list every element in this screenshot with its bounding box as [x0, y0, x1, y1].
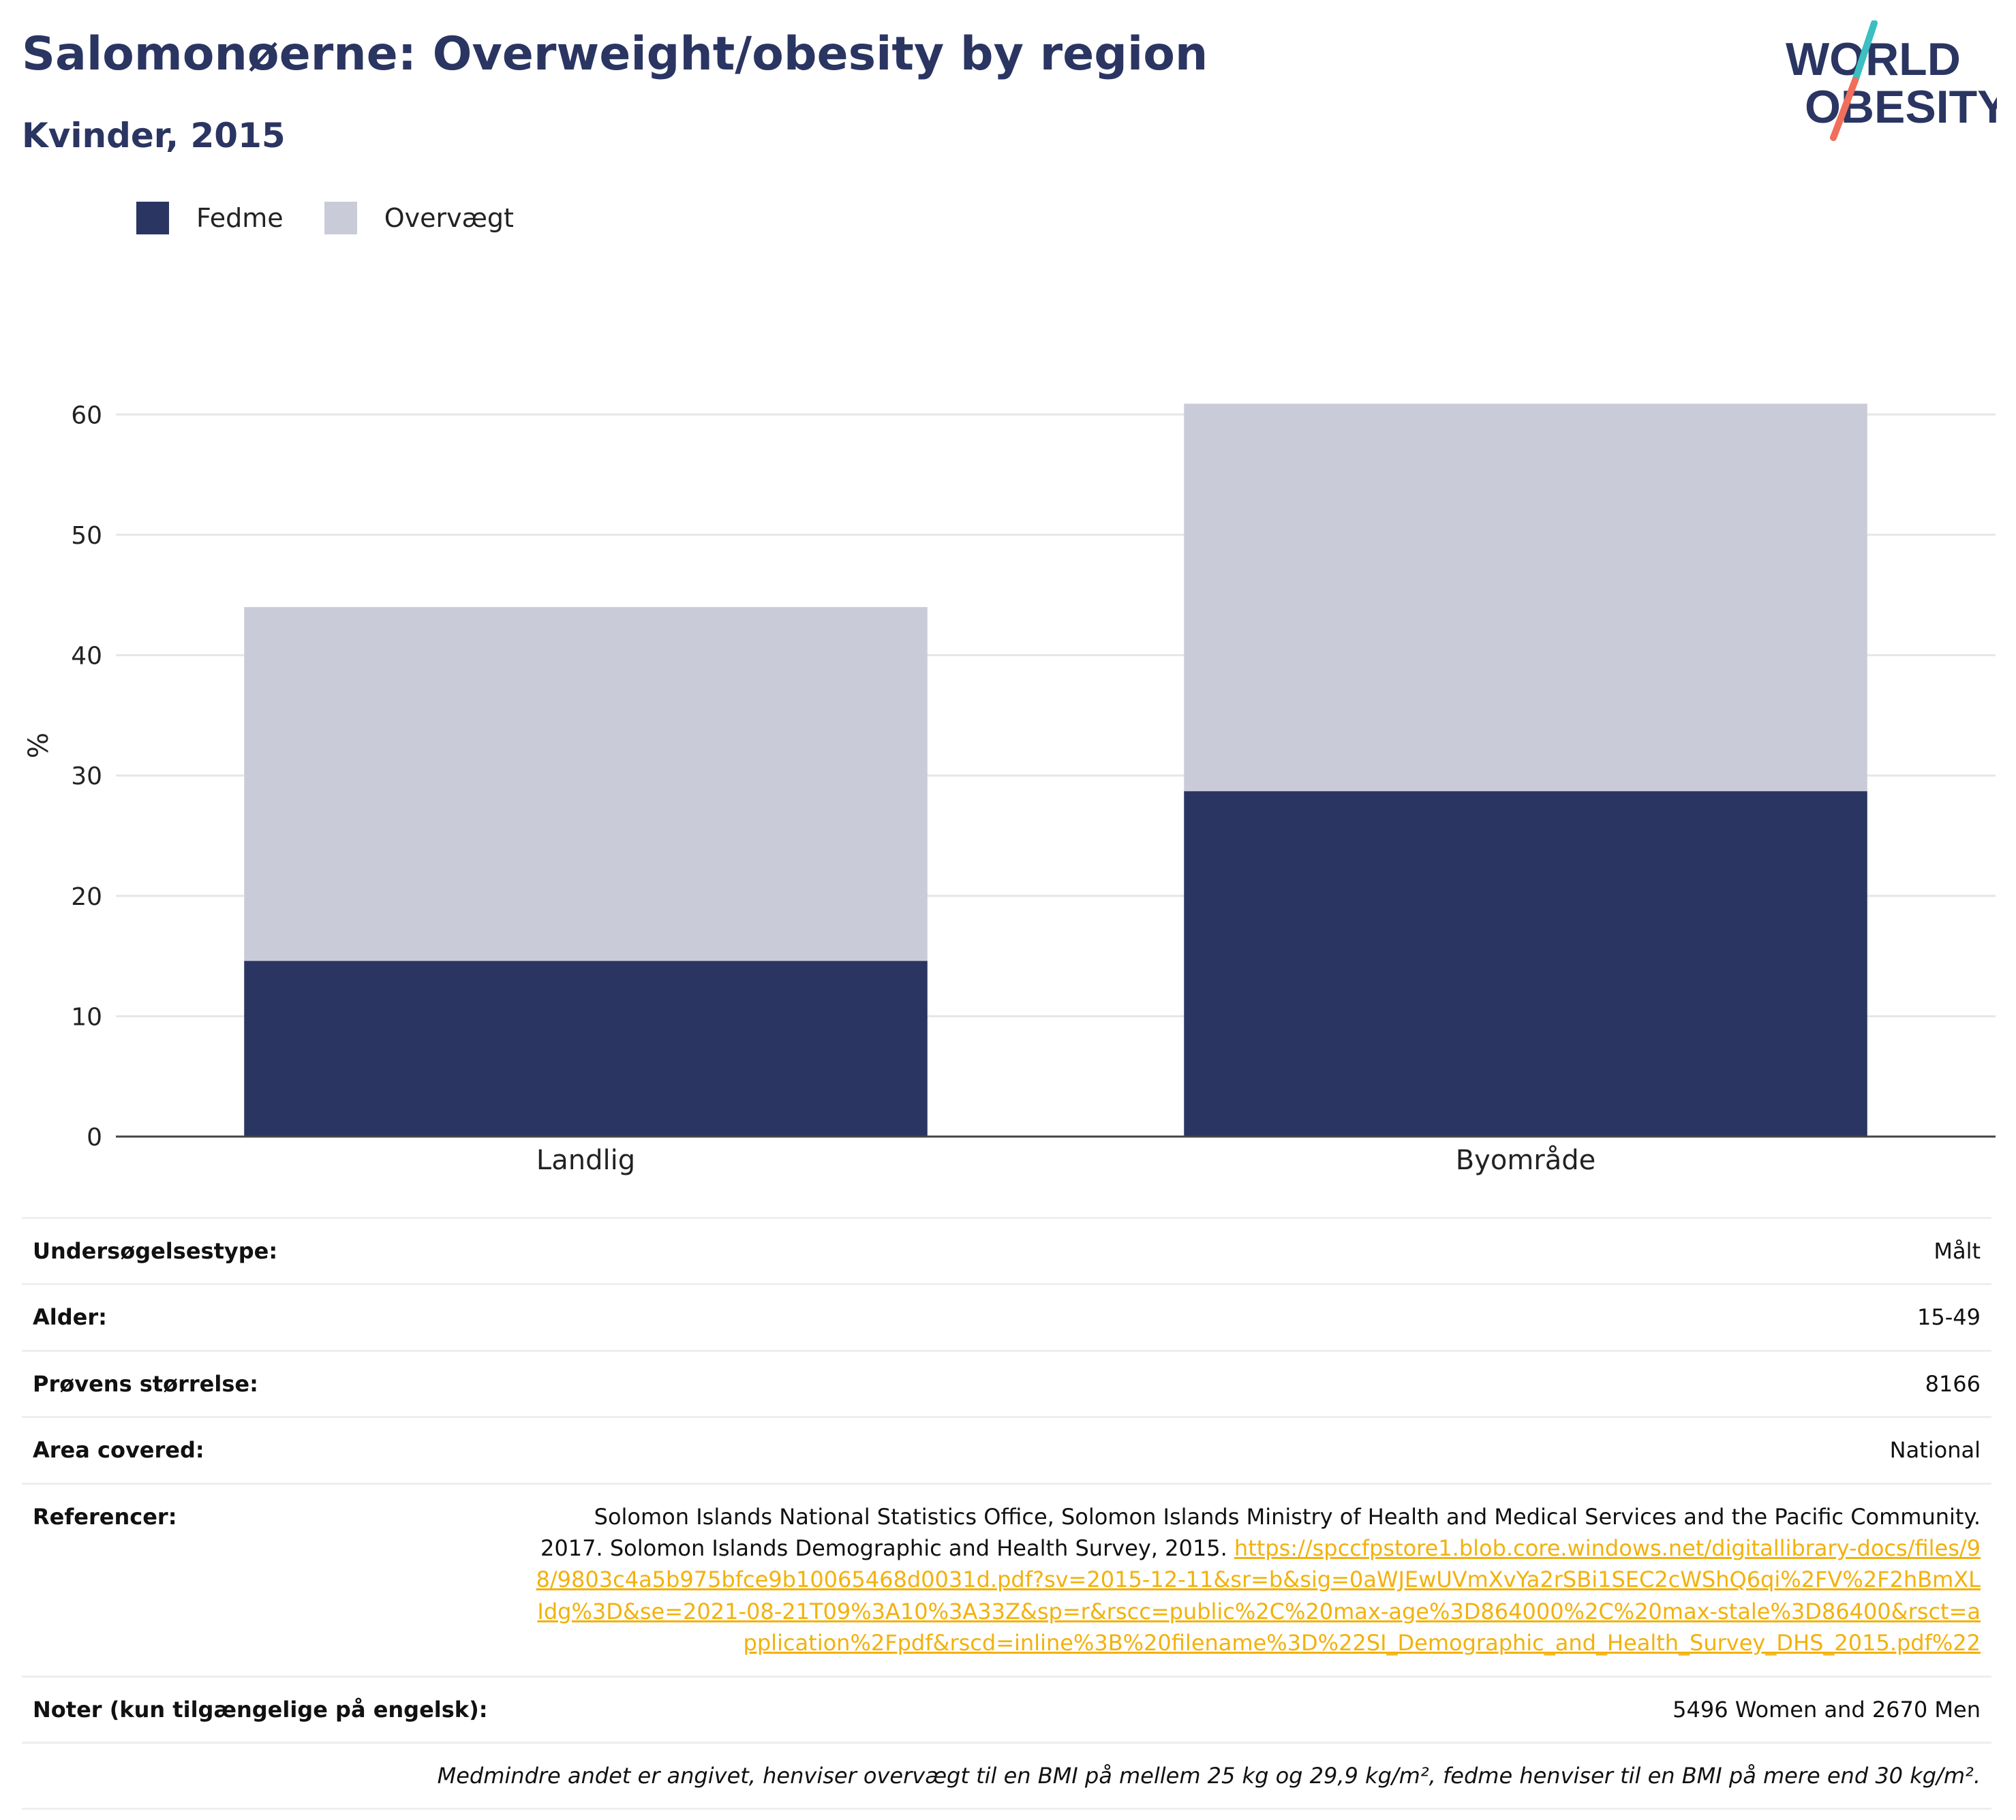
y-tick-label: 20 [71, 883, 102, 911]
age-label: Alder: [22, 1283, 521, 1351]
legend-label-overvaegt: Overvægt [384, 203, 514, 233]
logo-slash-coral [1830, 77, 1859, 141]
notes-value: 5496 Women and 2670 Men [521, 1675, 1991, 1743]
bar-fedme-landlig [244, 961, 928, 1137]
logo-slash-teal [1852, 20, 1878, 84]
legend-swatch-overvaegt [324, 202, 357, 234]
y-tick-label: 0 [87, 1124, 102, 1152]
table-row: Noter (kun tilgængelige på engelsk): 549… [22, 1675, 1991, 1743]
table-row: Undersøgelsestype: Målt [22, 1216, 1991, 1284]
chart-legend: Fedme Overvægt [136, 202, 555, 234]
table-row: Alder: 15-49 [22, 1283, 1991, 1351]
bar-fedme-byområde [1184, 791, 1867, 1137]
references-value: Solomon Islands National Statistics Offi… [521, 1482, 1991, 1677]
survey-type-label: Undersøgelsestype: [22, 1216, 521, 1284]
table-row: Area covered: National [22, 1416, 1991, 1484]
world-obesity-logo: WORLD OBESITY [1786, 20, 1997, 141]
sample-size-value: 8166 [521, 1349, 1991, 1417]
area-covered-label: Area covered: [22, 1416, 521, 1484]
references-label: Referencer: [22, 1482, 521, 1677]
legend-item-overvaegt[interactable]: Overvægt [324, 202, 514, 234]
y-axis-label: % [23, 732, 55, 758]
x-tick-label: Byområde [1456, 1145, 1596, 1176]
age-value: 15-49 [521, 1283, 1991, 1351]
y-tick-label: 60 [71, 401, 102, 429]
survey-info-table: Undersøgelsestype: Målt Alder: 15-49 Prø… [22, 1216, 1991, 1810]
notes-label: Noter (kun tilgængelige på engelsk): [22, 1675, 521, 1743]
x-tick-label: Landlig [536, 1145, 635, 1176]
references-text: Solomon Islands National Statistics Offi… [540, 1503, 1981, 1561]
bar-overvægt-landlig [244, 606, 928, 961]
legend-swatch-fedme [136, 202, 169, 234]
chart-title: Salomonøerne: Overweight/obesity by regi… [22, 27, 1208, 81]
y-tick-label: 50 [71, 522, 102, 550]
area-covered-value: National [521, 1416, 1991, 1484]
legend-item-fedme[interactable]: Fedme [136, 202, 284, 234]
table-row: Referencer: Solomon Islands National Sta… [22, 1482, 1991, 1677]
logo-line-1: WORLD [1786, 33, 1961, 85]
sample-size-label: Prøvens størrelse: [22, 1349, 521, 1417]
survey-type-value: Målt [521, 1216, 1991, 1284]
references-link[interactable]: https://spccfpstore1.blob.core.windows.n… [536, 1534, 1981, 1656]
y-tick-label: 30 [71, 762, 102, 790]
bar-chart: 0 10 20 30 40 50 60% Landlig Byområde [23, 401, 1996, 1176]
table-row: Prøvens størrelse: 8166 [22, 1349, 1991, 1417]
table-row: Medmindre andet er angivet, henviser ove… [22, 1741, 1991, 1810]
y-tick-label: 10 [71, 1003, 102, 1031]
bmi-footnote: Medmindre andet er angivet, henviser ove… [22, 1741, 1991, 1810]
chart-subtitle: Kvinder, 2015 [22, 116, 286, 155]
legend-label-fedme: Fedme [196, 203, 284, 233]
y-tick-label: 40 [71, 643, 102, 670]
bar-overvægt-byområde [1184, 403, 1867, 792]
